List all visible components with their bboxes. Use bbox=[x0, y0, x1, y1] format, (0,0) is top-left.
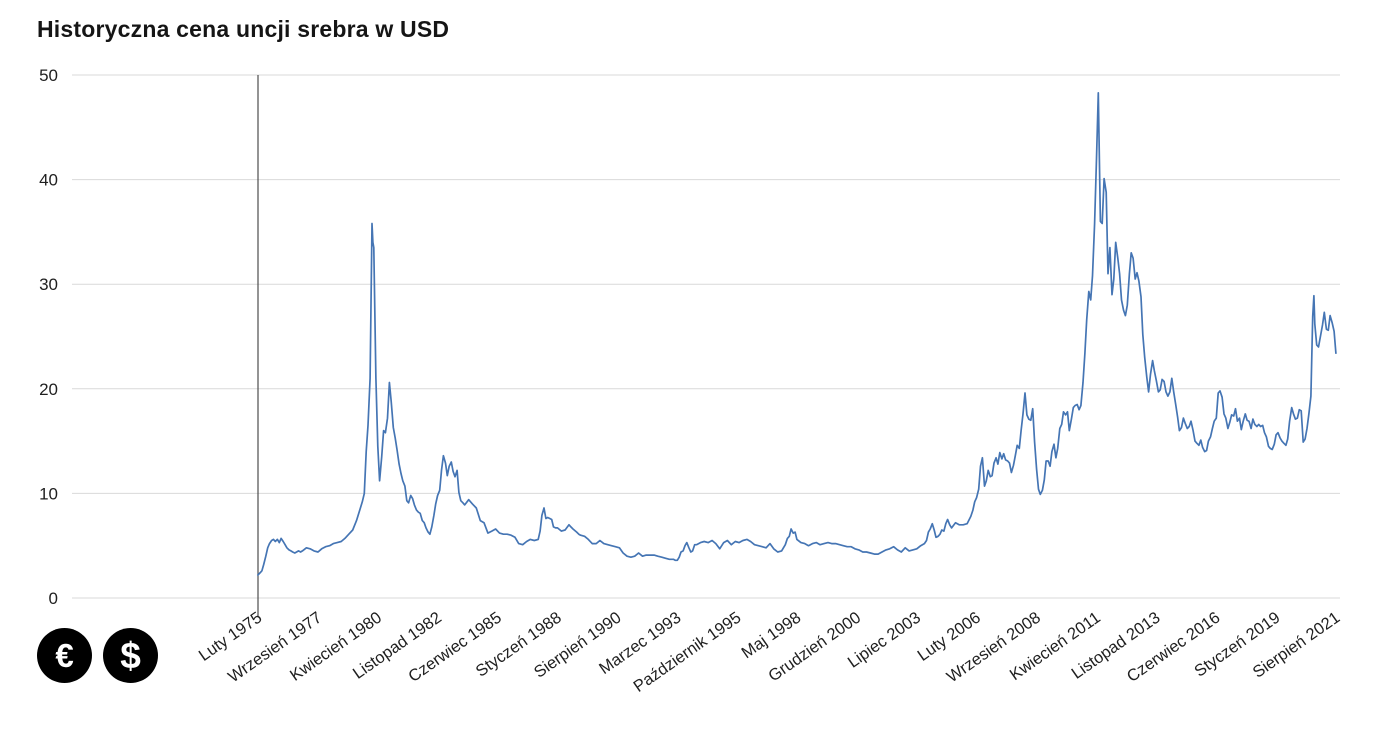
y-tick-label: 50 bbox=[39, 66, 58, 85]
y-tick-label: 10 bbox=[39, 484, 58, 503]
y-tick-label: 20 bbox=[39, 380, 58, 399]
price-line bbox=[257, 91, 1337, 576]
x-tick-label: Październik 1995 bbox=[630, 609, 744, 696]
y-tick-label: 0 bbox=[49, 589, 58, 608]
page-title: Historyczna cena uncji srebra w USD bbox=[37, 16, 450, 42]
currency-logo: € $ bbox=[37, 628, 158, 683]
y-tick-label: 30 bbox=[39, 275, 58, 294]
dollar-icon: $ bbox=[103, 628, 158, 683]
y-tick-label: 40 bbox=[39, 171, 58, 190]
euro-icon: € bbox=[37, 628, 92, 683]
